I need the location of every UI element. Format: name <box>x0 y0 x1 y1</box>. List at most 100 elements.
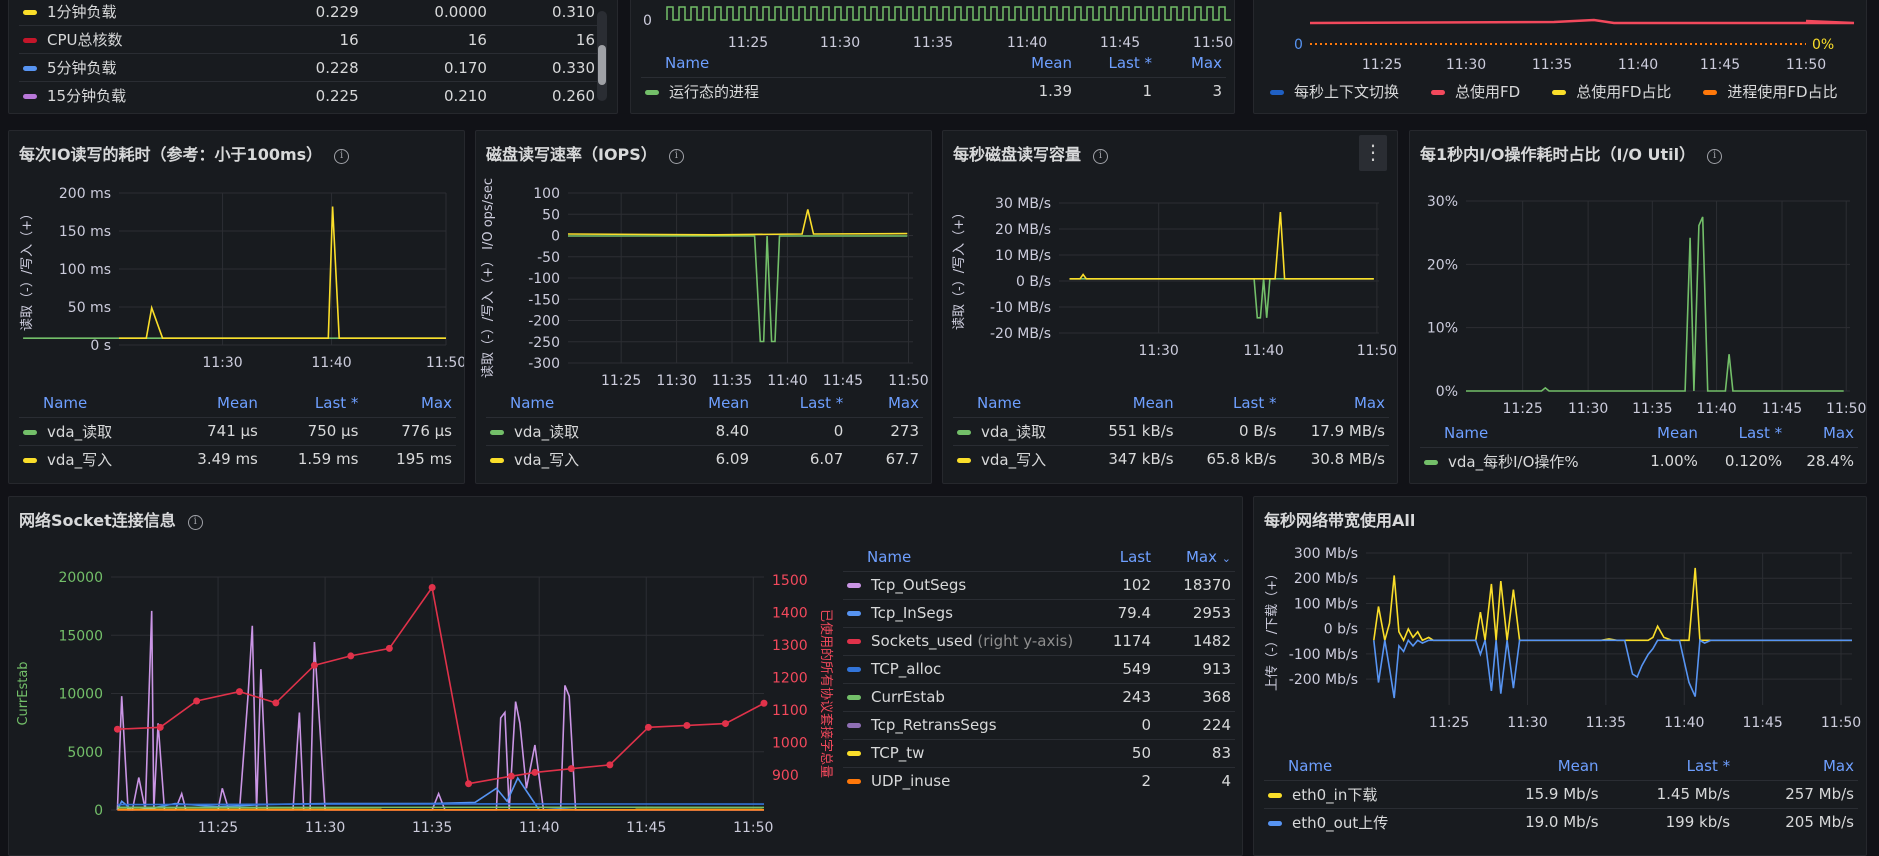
col-max[interactable]: Max <box>362 389 456 417</box>
col-mean[interactable]: Mean <box>1471 752 1603 780</box>
col-name[interactable]: Name <box>641 49 976 77</box>
legend-item[interactable]: 每秒上下文切换 <box>1270 83 1399 101</box>
series-name[interactable]: Tcp_OutSegs <box>843 571 1085 599</box>
col-max[interactable]: Max ⌄ <box>1155 543 1235 571</box>
y-axis-label: CurrEstab <box>16 661 31 725</box>
col-name[interactable]: Name <box>1420 419 1630 447</box>
info-icon[interactable]: i <box>669 149 684 164</box>
series-swatch <box>957 430 971 435</box>
col-name[interactable]: Name <box>19 389 161 417</box>
col-max[interactable]: Max <box>847 389 923 417</box>
legend-item[interactable]: 总使用FD <box>1431 83 1520 101</box>
col-last[interactable]: Last * <box>1603 752 1735 780</box>
col-name[interactable]: Name <box>1264 752 1471 780</box>
col-last[interactable]: Last * <box>1178 389 1281 417</box>
series-name[interactable]: vda_读取 <box>19 417 161 445</box>
legend-row[interactable]: vda_每秒I/O操作%1.00%0.120%28.4% <box>1420 447 1858 475</box>
y-tick-label: 20000 <box>58 570 103 586</box>
col-name[interactable]: Name <box>843 543 1085 571</box>
scrollbar-track[interactable] <box>597 11 607 101</box>
series-name[interactable]: TCP_alloc <box>843 655 1085 683</box>
series-mean: 6.09 <box>664 445 753 473</box>
col-mean[interactable]: Mean <box>664 389 753 417</box>
info-icon[interactable]: i <box>334 149 349 164</box>
panel-menu-icon[interactable]: ⋮ <box>1359 135 1387 171</box>
col-last[interactable]: Last * <box>753 389 847 417</box>
col-mean[interactable]: Mean <box>1081 389 1178 417</box>
series-name[interactable]: UDP_inuse <box>843 767 1085 795</box>
col-max[interactable]: Max <box>1734 752 1858 780</box>
series-name[interactable]: Tcp_RetransSegs <box>843 711 1085 739</box>
series-name[interactable]: vda_读取 <box>486 417 664 445</box>
series-name[interactable]: eth0_out上传 <box>1264 808 1471 836</box>
series-name[interactable]: vda_写入 <box>953 445 1081 473</box>
series-name[interactable]: Sockets_used (right y-axis) <box>843 627 1085 655</box>
series-name[interactable]: vda_写入 <box>19 445 161 473</box>
series-last: 199 kb/s <box>1603 808 1735 836</box>
pct-label: 0% <box>1812 37 1834 53</box>
scrollbar-thumb[interactable] <box>598 45 606 85</box>
y-tick-label: 10 MB/s <box>995 248 1051 264</box>
series-name[interactable]: CurrEstab <box>843 683 1085 711</box>
series-name[interactable]: vda_读取 <box>953 417 1081 445</box>
col-max[interactable]: Max <box>1786 419 1858 447</box>
info-icon[interactable]: i <box>1707 149 1722 164</box>
col-name[interactable]: Name <box>953 389 1081 417</box>
col-last[interactable]: Last * <box>262 389 363 417</box>
series-name[interactable]: 1分钟负载 <box>19 0 255 26</box>
y-tick-label: 150 ms <box>59 224 111 240</box>
col-mean[interactable]: Mean <box>1630 419 1702 447</box>
col-last[interactable]: Last * <box>1076 49 1156 77</box>
series-name[interactable]: Tcp_InSegs <box>843 599 1085 627</box>
series-max: 2953 <box>1155 599 1235 627</box>
col-name[interactable]: Name <box>486 389 664 417</box>
col-max[interactable]: Max <box>1280 389 1389 417</box>
series-name[interactable]: eth0_in下载 <box>1264 780 1471 808</box>
x-tick-label: 11:45 <box>1700 57 1740 73</box>
info-icon[interactable]: i <box>1093 149 1108 164</box>
y-tick-label: 20% <box>1427 257 1458 273</box>
series-name[interactable]: vda_写入 <box>486 445 664 473</box>
series-name[interactable]: 5分钟负载 <box>19 54 255 82</box>
legend-item[interactable]: 进程使用FD占比 <box>1703 83 1837 101</box>
col-mean[interactable]: Mean <box>976 49 1076 77</box>
col-mean[interactable]: Mean <box>161 389 262 417</box>
series-name[interactable]: TCP_tw <box>843 739 1085 767</box>
col-max[interactable]: Max <box>1156 49 1226 77</box>
series-name[interactable]: 运行态的进程 <box>641 77 976 105</box>
series-label: vda_写入 <box>514 451 579 469</box>
col-last[interactable]: Last <box>1085 543 1155 571</box>
series-name[interactable]: CPU总核数 <box>19 26 255 54</box>
col-last[interactable]: Last * <box>1702 419 1786 447</box>
legend-item[interactable]: 总使用FD占比 <box>1552 83 1671 101</box>
series-axis-note: (right y-axis) <box>973 632 1074 650</box>
series-name[interactable]: vda_每秒I/O操作% <box>1420 447 1630 475</box>
panel-title: 每秒网络带宽使用All <box>1264 511 1415 530</box>
series-max: 17.9 MB/s <box>1280 417 1389 445</box>
series-last: 0.120% <box>1702 447 1786 475</box>
series-name[interactable]: 15分钟负载 <box>19 82 255 110</box>
y2-tick-label: 1000 <box>772 736 808 752</box>
